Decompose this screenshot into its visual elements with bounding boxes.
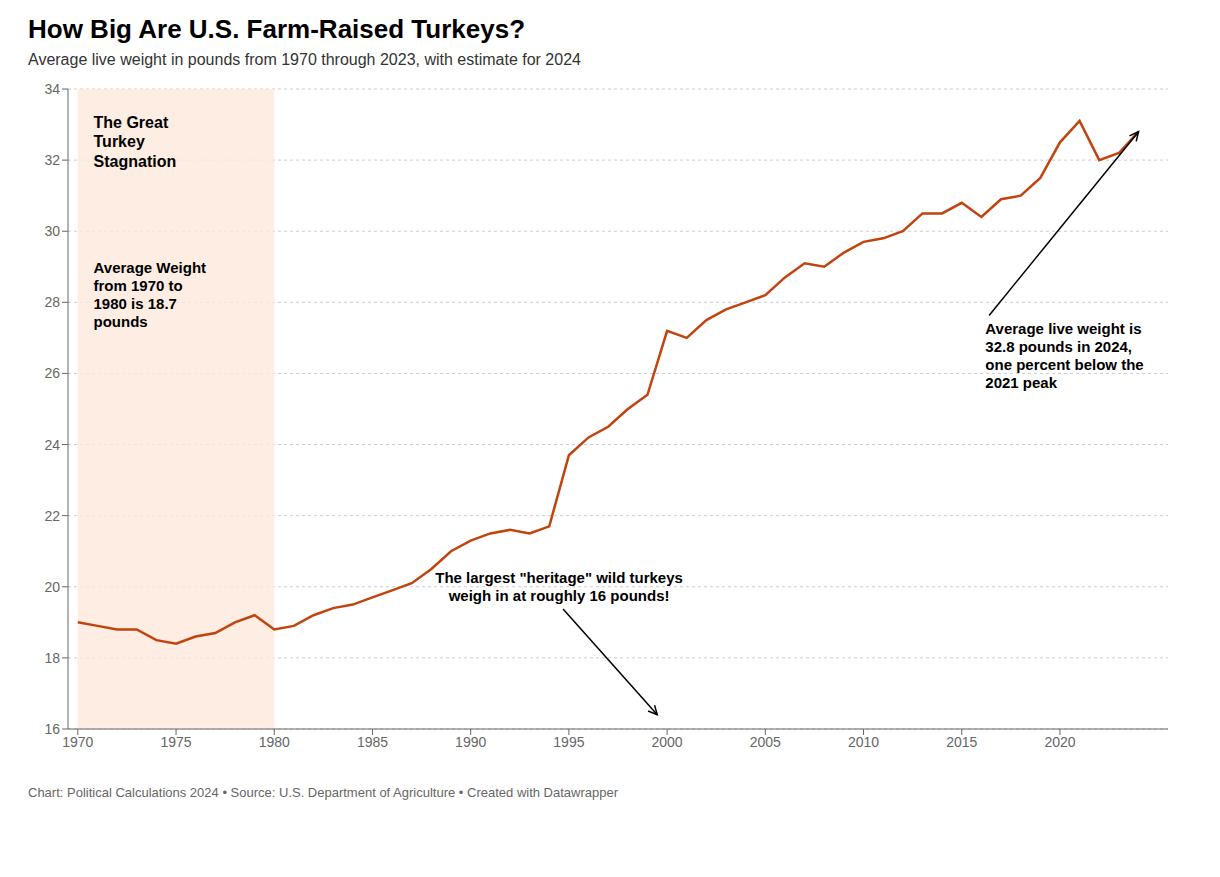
- svg-text:Average live weight is32.8 pou: Average live weight is32.8 pounds in 202…: [985, 320, 1143, 391]
- svg-text:1990: 1990: [455, 734, 486, 750]
- svg-text:26: 26: [44, 365, 60, 381]
- svg-text:The GreatTurkeyStagnation: The GreatTurkeyStagnation: [94, 114, 177, 169]
- svg-text:2020: 2020: [1044, 734, 1075, 750]
- svg-text:18: 18: [44, 650, 60, 666]
- svg-text:30: 30: [44, 223, 60, 239]
- html-text:How Big Are U.S. Farm-Raised T: How Big Are U.S. Farm-Raised Turkeys?: [28, 14, 525, 44]
- svg-text:1975: 1975: [160, 734, 191, 750]
- svg-text:1980: 1980: [259, 734, 290, 750]
- svg-text:2005: 2005: [750, 734, 781, 750]
- svg-text:28: 28: [44, 294, 60, 310]
- svg-text:1970: 1970: [62, 734, 93, 750]
- svg-text:The largest "heritage" wild tu: The largest "heritage" wild turkeysweigh…: [435, 569, 683, 604]
- svg-text:20: 20: [44, 579, 60, 595]
- svg-text:1985: 1985: [357, 734, 388, 750]
- html-text:Chart: Political Calculations: Chart: Political Calculations 2024 • Sou…: [28, 785, 618, 800]
- svg-text:2010: 2010: [848, 734, 879, 750]
- svg-text:2000: 2000: [652, 734, 683, 750]
- svg-text:16: 16: [44, 721, 60, 737]
- svg-text:1995: 1995: [553, 734, 584, 750]
- svg-text:34: 34: [44, 81, 60, 97]
- svg-text:22: 22: [44, 508, 60, 524]
- svg-text:Average Weightfrom 1970 to1980: Average Weightfrom 1970 to1980 is 18.7po…: [94, 259, 207, 330]
- html-text:Average live weight in pounds: Average live weight in pounds from 1970 …: [28, 51, 581, 68]
- svg-text:24: 24: [44, 437, 60, 453]
- svg-text:32: 32: [44, 152, 60, 168]
- svg-text:2015: 2015: [946, 734, 977, 750]
